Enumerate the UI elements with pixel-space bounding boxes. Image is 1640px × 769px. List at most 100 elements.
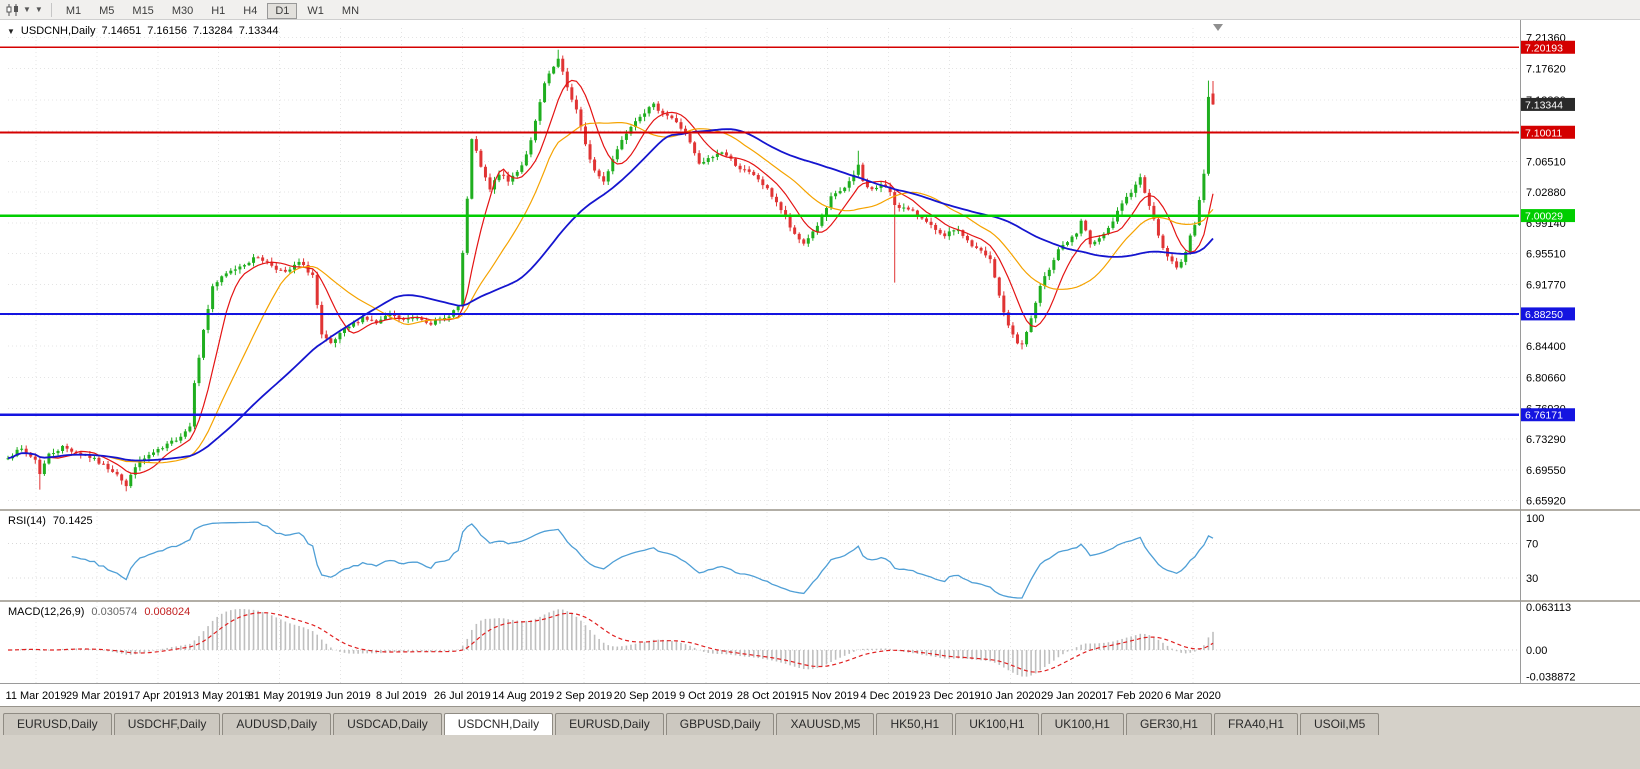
macd-signal-value: 0.008024	[144, 606, 191, 618]
chart-tabs: EURUSD,Daily USDCHF,Daily AUDUSD,Daily USDC…	[0, 707, 1640, 735]
chart-type-candles-icon[interactable]	[6, 3, 20, 16]
price-tag	[1521, 125, 1575, 139]
chart-tab-usoil-m5[interactable]: USOil,M5	[1300, 713, 1380, 735]
chart-marker-icon: ▼	[7, 26, 15, 36]
chart-canvas[interactable]: 7.213607.176207.138807.101407.065107.028…	[0, 20, 1640, 706]
macd-name: MACD(12,26,9)	[8, 606, 85, 618]
svg-text:6.91770: 6.91770	[1526, 280, 1566, 292]
macd-indicator-label: MACD(12,26,9) 0.030574 0.008024	[8, 606, 190, 618]
svg-text:17 Apr 2019: 17 Apr 2019	[128, 690, 187, 702]
svg-text:6.80660: 6.80660	[1526, 372, 1566, 384]
price-tag	[1521, 40, 1575, 54]
svg-text:-0.038872: -0.038872	[1526, 671, 1576, 683]
chart-tab-usdcad-daily[interactable]: USDCAD,Daily	[333, 713, 442, 735]
bottom-tab-bar: EURUSD,Daily USDCHF,Daily AUDUSD,Daily USDC…	[0, 706, 1640, 769]
svg-text:7.02880: 7.02880	[1526, 187, 1566, 199]
price-tag	[1521, 209, 1575, 223]
timeframe-buttons: M1 M5 M15 M30 H1 H4 D1 W1 MN	[57, 1, 368, 19]
svg-text:2 Sep 2019: 2 Sep 2019	[556, 690, 612, 702]
chart-tab-usdchf-daily[interactable]: USDCHF,Daily	[113, 713, 221, 735]
svg-text:6.73290: 6.73290	[1526, 434, 1566, 446]
svg-text:0.063113: 0.063113	[1526, 602, 1571, 614]
rsi-name: RSI(14)	[8, 515, 46, 527]
svg-text:7.20193: 7.20193	[1525, 42, 1563, 54]
chart-tab-fra40-h1[interactable]: FRA40,H1	[1213, 713, 1298, 735]
chart-open-value: 7.14651	[101, 25, 142, 37]
svg-text:0.00: 0.00	[1526, 645, 1547, 657]
ma-line-20	[7, 122, 1214, 464]
chart-tab-xauusd-m5[interactable]: XAUUSD,M5	[776, 713, 875, 735]
timeframe-button-h1[interactable]: H1	[211, 4, 226, 17]
timeframe-button-d1[interactable]: D1	[267, 2, 298, 19]
chart-tab-eurusd-daily[interactable]: EURUSD,Daily	[555, 713, 664, 735]
svg-text:11 Mar 2019: 11 Mar 2019	[6, 690, 67, 702]
svg-text:14 Aug 2019: 14 Aug 2019	[492, 690, 554, 702]
chart-low-value: 7.13284	[193, 25, 233, 37]
timeframe-button-w1[interactable]: W1	[307, 4, 324, 17]
svg-text:29 Mar 2019: 29 Mar 2019	[66, 690, 128, 702]
ma-line-8	[7, 79, 1214, 475]
svg-text:100: 100	[1526, 513, 1544, 525]
chart-shift-marker[interactable]	[1213, 24, 1223, 31]
svg-text:70: 70	[1526, 539, 1538, 551]
toolbar-separator	[50, 2, 52, 17]
macd-main-value: 0.030574	[91, 606, 138, 618]
svg-text:6.88250: 6.88250	[1525, 309, 1563, 321]
chart-tab-eurusd-daily[interactable]: EURUSD,Daily	[3, 713, 112, 735]
chart-close-value: 7.13344	[238, 25, 279, 37]
chart-tab-usdcnh-daily[interactable]: USDCNH,Daily	[443, 713, 554, 735]
svg-text:8 Jul 2019: 8 Jul 2019	[376, 690, 427, 702]
chart-tab-hk50-h1[interactable]: HK50,H1	[876, 713, 954, 735]
svg-text:17 Feb 2020: 17 Feb 2020	[1101, 690, 1163, 702]
svg-text:10 Jan 2020: 10 Jan 2020	[980, 690, 1041, 702]
chart-title: ▼ USDCNH,Daily 7.14651 7.16156 7.13284 7…	[7, 25, 279, 37]
svg-text:29 Jan 2020: 29 Jan 2020	[1041, 690, 1102, 702]
ma-line-45	[7, 128, 1214, 462]
timeframe-button-m1[interactable]: M1	[65, 4, 82, 17]
svg-text:4 Dec 2019: 4 Dec 2019	[860, 690, 916, 702]
price-tag	[1521, 408, 1575, 422]
svg-text:6 Mar 2020: 6 Mar 2020	[1165, 690, 1221, 702]
svg-text:15 Nov 2019: 15 Nov 2019	[797, 690, 859, 702]
chart-tab-gbpusd-daily[interactable]: GBPUSD,Daily	[665, 713, 775, 735]
rsi-line	[71, 521, 1214, 599]
chart-tab-ger30-h1[interactable]: GER30,H1	[1125, 713, 1212, 735]
timeframe-button-m5[interactable]: M5	[99, 4, 115, 17]
chart-symbol-label: USDCNH,Daily	[20, 25, 96, 37]
timeframe-button-mn[interactable]: MN	[341, 4, 360, 17]
svg-text:19 Jun 2019: 19 Jun 2019	[310, 690, 371, 702]
price-tag	[1521, 97, 1575, 111]
svg-text:6.95510: 6.95510	[1526, 248, 1566, 260]
svg-text:7.13344: 7.13344	[1525, 99, 1563, 111]
chart-tab-uk100-h1[interactable]: UK100,H1	[955, 713, 1039, 735]
chart-type-dropdown-icon[interactable]: ▼	[23, 5, 31, 14]
chart-area[interactable]: 7.213607.176207.138807.101407.065107.028…	[0, 20, 1640, 706]
price-tag	[1521, 307, 1575, 321]
svg-text:7.06510: 7.06510	[1526, 156, 1566, 168]
svg-text:26 Jul 2019: 26 Jul 2019	[434, 690, 491, 702]
chart-high-value: 7.16156	[147, 25, 188, 37]
timeframe-button-m15[interactable]: M15	[132, 4, 154, 17]
svg-text:7.17620: 7.17620	[1526, 64, 1566, 76]
svg-text:6.69550: 6.69550	[1526, 465, 1566, 477]
timeframe-button-h4[interactable]: H4	[243, 4, 258, 17]
macd-signal-line	[8, 612, 1214, 673]
svg-text:6.76171: 6.76171	[1525, 410, 1563, 422]
svg-text:6.84400: 6.84400	[1526, 341, 1566, 353]
svg-text:20 Sep 2019: 20 Sep 2019	[614, 690, 676, 702]
timeframes-dropdown-icon[interactable]: ▼	[34, 5, 43, 14]
toolbar: ▼ ▼ M1 M5 M15 M30 H1 H4 D1 W1 MN	[0, 0, 1640, 20]
svg-text:9 Oct 2019: 9 Oct 2019	[679, 690, 733, 702]
rsi-indicator-label: RSI(14) 70.1425	[8, 515, 93, 527]
rsi-value: 70.1425	[52, 515, 93, 527]
svg-text:30: 30	[1526, 573, 1538, 585]
svg-text:6.65920: 6.65920	[1526, 495, 1566, 507]
svg-text:13 May 2019: 13 May 2019	[187, 690, 251, 702]
chart-tab-uk100-h1[interactable]: UK100,H1	[1040, 713, 1124, 735]
svg-text:28 Oct 2019: 28 Oct 2019	[737, 690, 797, 702]
svg-text:23 Dec 2019: 23 Dec 2019	[918, 690, 980, 702]
svg-text:7.10011: 7.10011	[1525, 127, 1562, 139]
timeframe-button-m30[interactable]: M30	[171, 4, 194, 17]
chart-tab-audusd-daily[interactable]: AUDUSD,Daily	[222, 713, 332, 735]
